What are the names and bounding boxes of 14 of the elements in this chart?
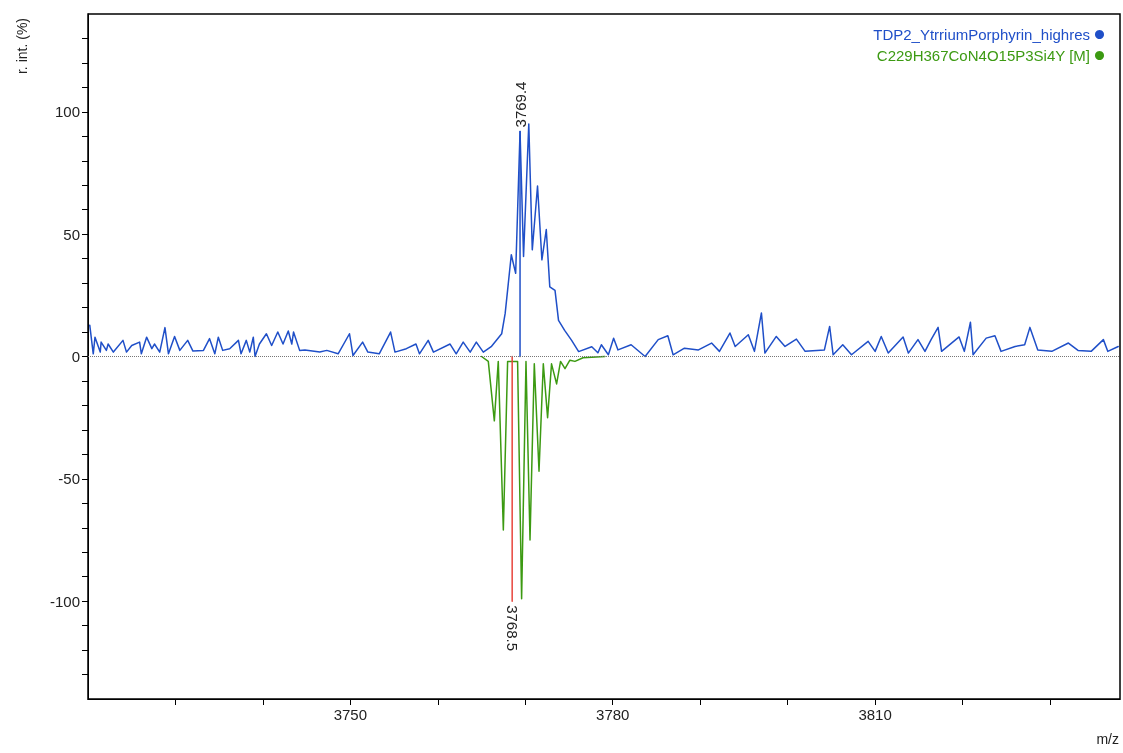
y-tick-label: -100	[49, 592, 80, 610]
x-tick-label: 3810	[858, 706, 892, 723]
y-tick-label: 50	[63, 225, 80, 243]
legend-label: C229H367CoN4O15P3Si4Y [M]	[876, 47, 1090, 64]
y-tick-label: 100	[54, 103, 80, 121]
y-axis-title: r. int. (%)	[14, 18, 30, 75]
x-axis-title: m/z	[1096, 731, 1120, 747]
y-tick-label: -50	[58, 470, 80, 488]
annotation: 3769.4	[511, 81, 529, 128]
legend-label: TDP2_YtrriumPorphyrin_highres	[873, 26, 1090, 43]
x-tick-label: 3780	[596, 706, 630, 723]
annotation: 3768.5	[503, 605, 521, 652]
y-tick-label: 0	[71, 348, 80, 365]
x-tick-label: 3750	[333, 706, 368, 723]
